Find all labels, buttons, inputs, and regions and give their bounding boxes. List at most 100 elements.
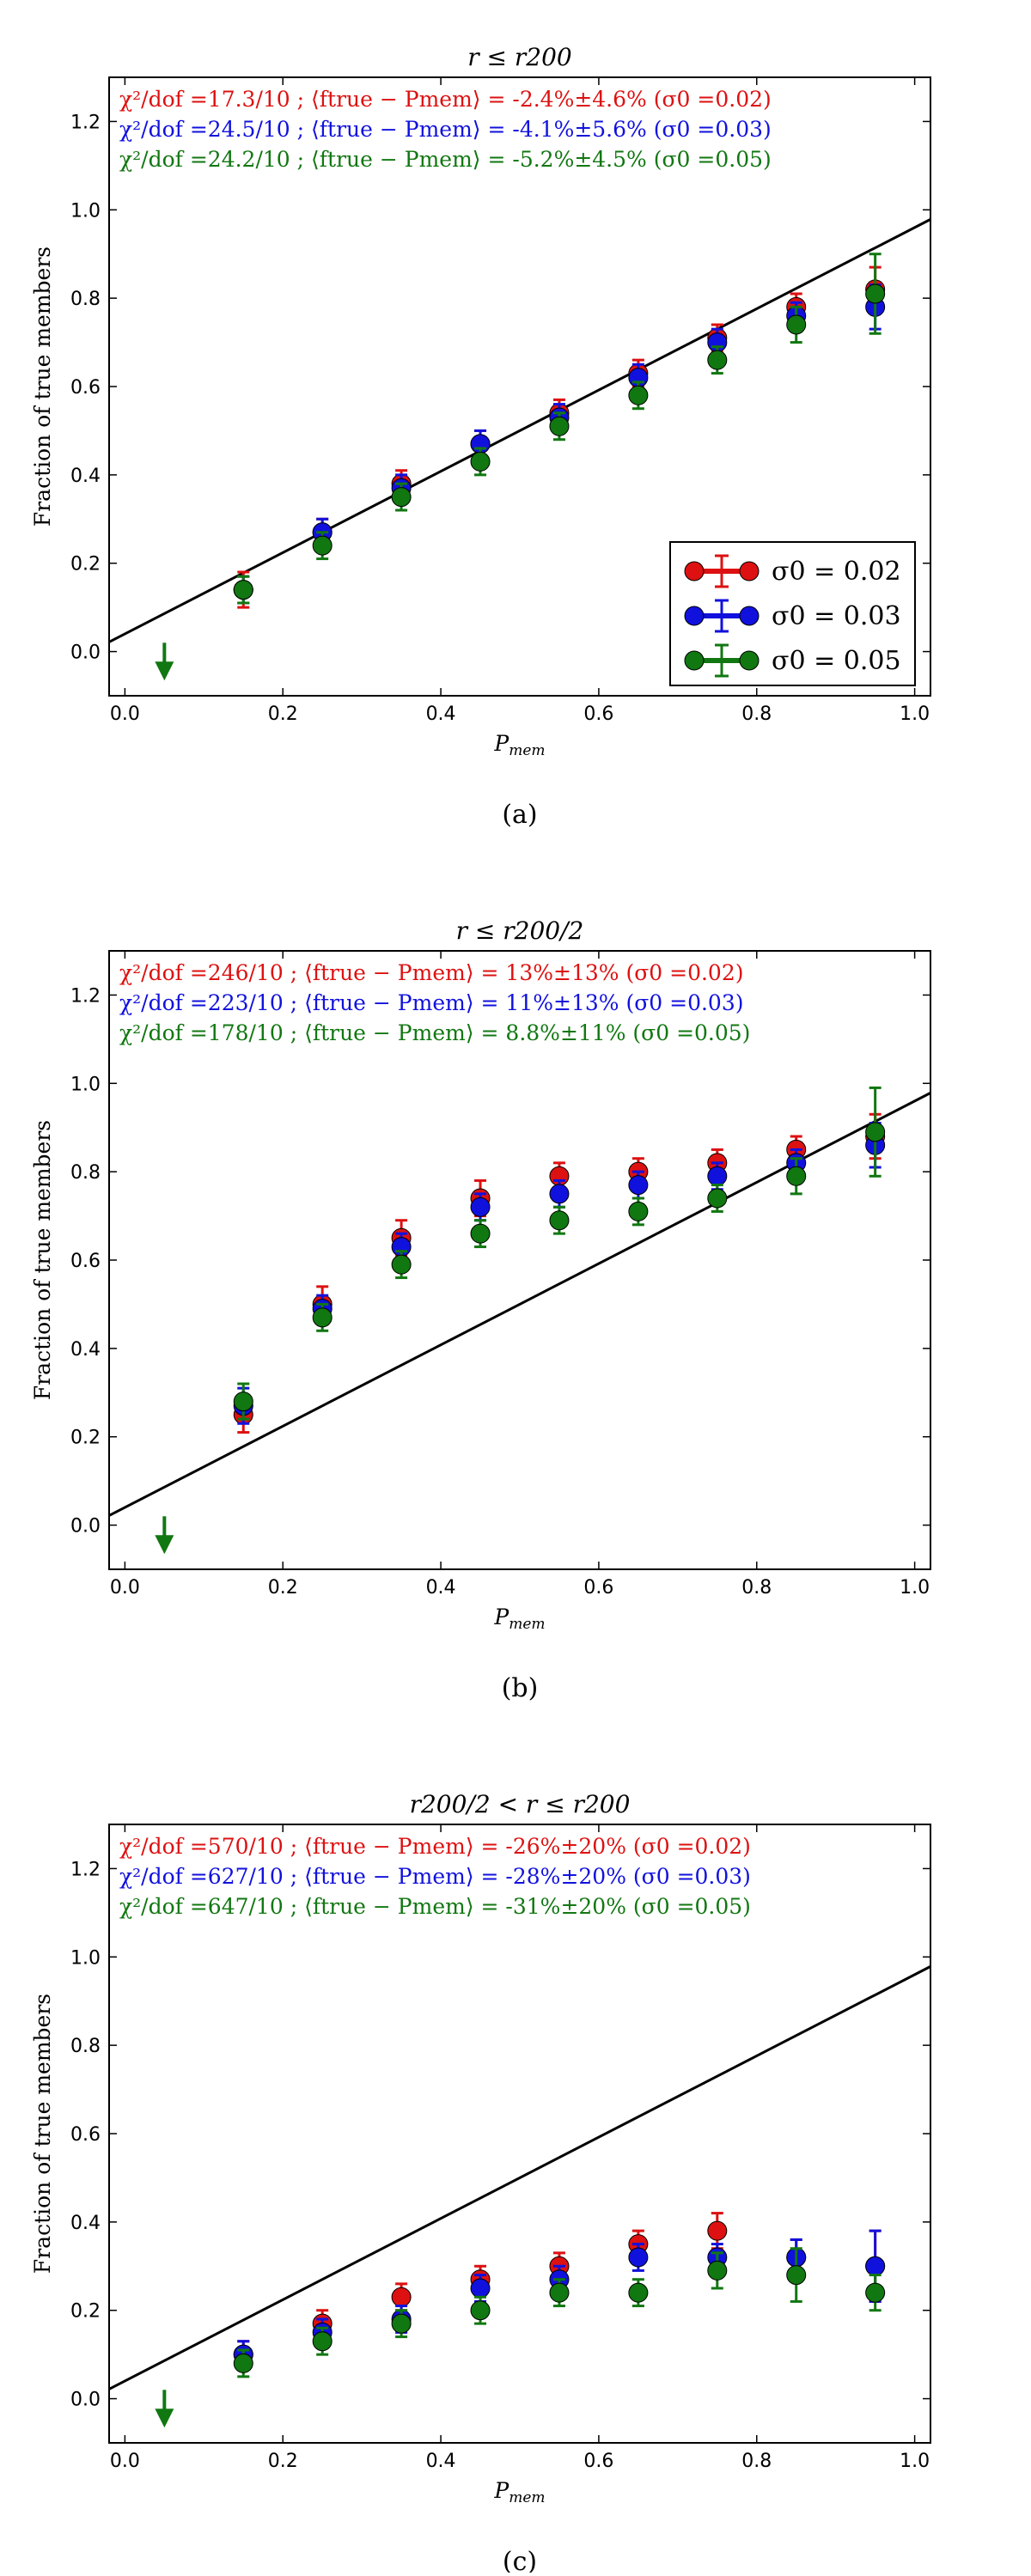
series-3	[233, 1086, 886, 1421]
x-tick-label: 1.0	[900, 1577, 930, 1599]
upper-limit-arrow-head	[155, 661, 174, 681]
stats-annotation: χ²/dof =17.3/10 ; ⟨ftrue − Pmem⟩ = -2.4%…	[119, 87, 772, 112]
y-tick-label: 1.0	[70, 1947, 101, 1969]
x-tick-label: 1.0	[900, 2451, 930, 2472]
y-tick-label: 1.2	[70, 112, 101, 133]
x-tick-label: 0.6	[583, 2451, 613, 2472]
data-point	[628, 2247, 649, 2268]
y-tick-label: 0.6	[70, 2124, 101, 2146]
y-tick-label: 0.2	[70, 2301, 101, 2323]
x-tick-label: 0.0	[110, 1577, 140, 1599]
series-3	[233, 253, 886, 605]
x-axis-label: Pmem	[493, 1605, 545, 1633]
data-point	[233, 580, 253, 600]
series-3	[233, 2247, 886, 2378]
data-point	[391, 487, 412, 508]
data-point	[549, 1210, 570, 1231]
data-point	[865, 283, 886, 304]
legend-entry-label: σ0 = 0.02	[772, 557, 901, 587]
y-tick-label: 0.2	[70, 554, 101, 575]
legend-entry-label: σ0 = 0.03	[772, 601, 901, 631]
data-point	[707, 1166, 728, 1186]
x-tick-label: 0.0	[110, 2451, 140, 2472]
data-point	[549, 416, 570, 436]
x-tick-label: 0.2	[268, 1577, 298, 1599]
x-tick-label: 0.8	[741, 1577, 772, 1599]
y-tick-label: 0.8	[70, 289, 101, 310]
x-tick-label: 0.4	[426, 2451, 456, 2472]
data-point	[233, 1392, 253, 1412]
stats-annotation: χ²/dof =246/10 ; ⟨ftrue − Pmem⟩ = 13%±13…	[119, 960, 744, 985]
panel-caption: (b)	[502, 1673, 539, 1703]
data-point	[786, 314, 807, 335]
stats-annotation: χ²/dof =627/10 ; ⟨ftrue − Pmem⟩ = -28%±2…	[119, 1864, 751, 1889]
x-tick-label: 1.0	[900, 703, 930, 725]
data-point	[470, 451, 491, 472]
y-tick-label: 0.0	[70, 642, 101, 664]
data-point	[865, 1122, 886, 1142]
legend-marker	[739, 606, 760, 626]
data-point	[312, 535, 332, 556]
chart-title: r ≤ r200/2	[456, 917, 584, 945]
x-tick-label: 0.8	[741, 2451, 772, 2472]
y-tick-label: 0.8	[70, 2036, 101, 2057]
x-tick-label: 0.4	[426, 703, 456, 725]
y-tick-label: 1.0	[70, 200, 101, 222]
stats-annotation: χ²/dof =24.2/10 ; ⟨ftrue − Pmem⟩ = -5.2%…	[119, 147, 772, 172]
data-point	[707, 350, 728, 370]
x-tick-label: 0.8	[741, 703, 772, 725]
x-tick-label: 0.6	[583, 703, 613, 725]
chart-panel-3: r200/2 < r ≤ r200 0.0 0.2 0.4 0.6 0.8 1.0 0.0 0.…	[30, 1790, 931, 2576]
stats-annotation: χ²/dof =24.5/10 ; ⟨ftrue − Pmem⟩ = -4.1%…	[119, 117, 772, 142]
x-axis-label: Pmem	[493, 2478, 545, 2506]
y-axis-label: Fraction of true members	[30, 1120, 55, 1400]
data-point	[865, 2282, 886, 2303]
y-tick-label: 0.6	[70, 377, 101, 399]
x-tick-label: 0.4	[426, 1577, 456, 1599]
data-point	[628, 1175, 649, 1196]
data-point	[549, 1184, 570, 1204]
data-point	[470, 1197, 491, 1217]
y-tick-label: 1.2	[70, 985, 101, 1007]
data-point	[707, 2260, 728, 2281]
legend-marker	[684, 650, 705, 671]
data-point	[628, 385, 649, 405]
legend-entry-label: σ0 = 0.05	[772, 646, 901, 676]
data-point	[312, 1307, 332, 1328]
reference-line	[109, 1965, 930, 2390]
legend-marker	[684, 561, 705, 582]
legend-marker	[684, 606, 705, 626]
x-tick-label: 0.6	[583, 1577, 613, 1599]
y-axis-label: Fraction of true members	[30, 247, 55, 527]
reference-line	[109, 1092, 930, 1517]
data-point	[865, 2256, 886, 2276]
legend: σ0 = 0.02 σ0 = 0.03 σ0 = 0.05	[669, 541, 916, 686]
data-point	[391, 2287, 412, 2307]
data-point	[628, 2282, 649, 2303]
data-point	[707, 1188, 728, 1209]
stats-annotation: χ²/dof =570/10 ; ⟨ftrue − Pmem⟩ = -26%±2…	[119, 1834, 751, 1859]
chart-panel-2: r ≤ r200/2 0.0 0.2 0.4 0.6 0.8 1.0 0.0 0.2 0.4 0.6…	[30, 917, 931, 1703]
data-point	[786, 1166, 807, 1186]
chart-title: r200/2 < r ≤ r200	[410, 1790, 631, 1818]
y-axis-label: Fraction of true members	[30, 1994, 55, 2274]
y-tick-label: 0.0	[70, 1516, 101, 1538]
chart-title: r ≤ r200	[467, 43, 571, 71]
x-axis-label: Pmem	[493, 731, 545, 759]
data-point	[312, 2331, 332, 2352]
y-tick-label: 1.0	[70, 1074, 101, 1095]
upper-limit-arrow-head	[155, 2409, 174, 2428]
data-point	[233, 2353, 253, 2373]
x-tick-label: 0.0	[110, 703, 140, 725]
stats-annotation: χ²/dof =178/10 ; ⟨ftrue − Pmem⟩ = 8.8%±1…	[119, 1020, 750, 1045]
chart-panel-1: r ≤ r200 0.0 0.2 0.4 0.6 0.8 1.0 0.0 0.2 0.4 0.6 0.…	[30, 43, 931, 830]
stats-annotation: χ²/dof =647/10 ; ⟨ftrue − Pmem⟩ = -31%±2…	[119, 1894, 751, 1919]
y-tick-label: 0.4	[70, 466, 101, 487]
panel-caption: (a)	[502, 800, 537, 830]
y-tick-label: 0.4	[70, 2213, 101, 2234]
legend-marker	[739, 650, 760, 671]
x-tick-label: 0.2	[268, 2451, 298, 2472]
upper-limit-arrow-head	[155, 1535, 174, 1555]
y-tick-label: 1.2	[70, 1859, 101, 1880]
